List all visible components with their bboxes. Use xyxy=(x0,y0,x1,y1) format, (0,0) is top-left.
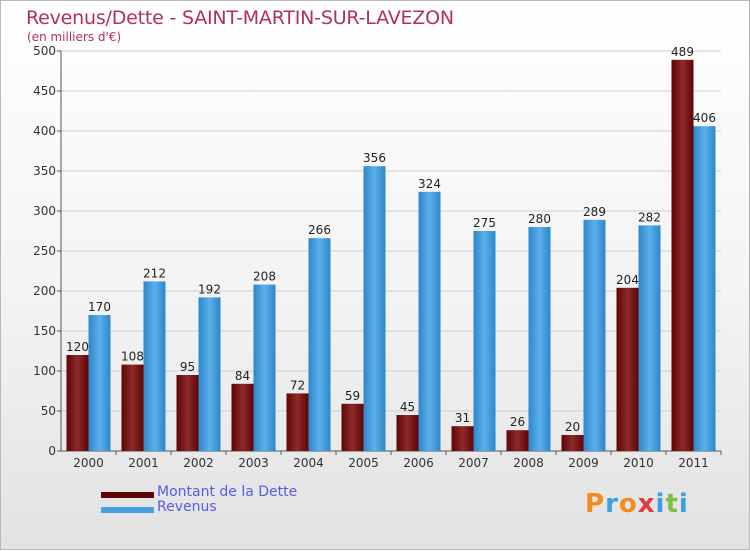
legend-swatch-revenus xyxy=(101,507,154,513)
proxiti-logo: Proxiti xyxy=(585,489,689,519)
bar-debt-2001 xyxy=(121,364,144,451)
logo-letter: P xyxy=(585,489,606,519)
bar-debt-2004 xyxy=(286,393,309,451)
y-tick-label: 350 xyxy=(33,164,56,178)
y-tick-label: 300 xyxy=(33,204,56,218)
bar-debt-2007 xyxy=(451,426,474,451)
logo-letter: o xyxy=(618,489,638,519)
bars-layer xyxy=(66,59,716,452)
chart-title: Revenus/Dette - SAINT-MARTIN-SUR-LAVEZON xyxy=(26,7,454,29)
bar-revenus-2002 xyxy=(198,297,221,451)
logo-letter: r xyxy=(605,489,619,519)
value-label-revenus-2004: 266 xyxy=(308,223,331,237)
value-label-revenus-2008: 280 xyxy=(528,212,551,226)
bar-debt-2002 xyxy=(176,375,199,451)
logo-letter: i xyxy=(655,489,666,519)
bar-revenus-2005 xyxy=(363,166,386,451)
x-tick-label: 2006 xyxy=(403,456,434,470)
value-label-debt-2010: 204 xyxy=(616,273,639,287)
bar-revenus-2010 xyxy=(638,225,661,451)
bar-debt-2009 xyxy=(561,435,584,451)
bar-revenus-2008 xyxy=(528,227,551,451)
y-tick-label: 200 xyxy=(33,284,56,298)
labels-layer: 120 170 108 212 95 192 84 208 72 266 59 356 45 324 31 2… xyxy=(66,45,716,434)
bar-revenus-2003 xyxy=(253,284,276,451)
value-label-debt-2006: 45 xyxy=(400,400,415,414)
bar-revenus-2000 xyxy=(88,315,111,451)
bar-revenus-2007 xyxy=(473,231,496,451)
bar-debt-2003 xyxy=(231,383,254,451)
x-tick-label: 2009 xyxy=(568,456,599,470)
y-tick-label: 150 xyxy=(33,324,56,338)
value-label-debt-2011: 489 xyxy=(671,45,694,59)
x-tick-label: 2004 xyxy=(293,456,324,470)
x-tick-label: 2011 xyxy=(678,456,709,470)
bar-revenus-2009 xyxy=(583,219,606,451)
value-label-revenus-2003: 208 xyxy=(253,270,276,284)
bar-debt-2010 xyxy=(616,287,639,451)
x-tick-label: 2005 xyxy=(348,456,379,470)
value-label-revenus-2000: 170 xyxy=(88,300,111,314)
value-label-revenus-2001: 212 xyxy=(143,266,166,280)
value-label-debt-2002: 95 xyxy=(180,360,195,374)
x-tick-label: 2002 xyxy=(183,456,214,470)
legend-label-debt: Montant de la Dette xyxy=(157,484,298,500)
value-label-debt-2003: 84 xyxy=(235,369,250,383)
x-tick-label: 2000 xyxy=(73,456,104,470)
logo-letter: t xyxy=(665,489,679,519)
bar-revenus-2001 xyxy=(143,281,166,451)
y-tick-label: 450 xyxy=(33,84,56,98)
bar-revenus-2006 xyxy=(418,191,441,452)
chart-subtitle: (en milliers d'€) xyxy=(27,30,122,44)
grid-layer xyxy=(61,50,721,452)
bar-debt-2000 xyxy=(66,355,89,451)
logo-letter: x xyxy=(637,489,656,519)
legend-swatch-debt xyxy=(101,492,154,498)
value-label-debt-2004: 72 xyxy=(290,378,305,392)
x-tick-label: 2001 xyxy=(128,456,159,470)
value-label-revenus-2009: 289 xyxy=(583,205,606,219)
x-tick-label: 2008 xyxy=(513,456,544,470)
value-label-revenus-2006: 324 xyxy=(418,177,441,191)
logo-letter: i xyxy=(678,489,689,519)
y-tick-label: 50 xyxy=(41,404,56,418)
value-label-debt-2001: 108 xyxy=(121,350,144,364)
bar-debt-2011 xyxy=(671,59,694,452)
y-tick-label: 400 xyxy=(33,124,56,138)
y-tick-label: 500 xyxy=(33,44,56,58)
value-label-revenus-2002: 192 xyxy=(198,282,221,296)
value-label-debt-2000: 120 xyxy=(66,340,89,354)
value-label-debt-2009: 20 xyxy=(565,420,580,434)
value-label-revenus-2011: 406 xyxy=(693,111,716,125)
value-label-revenus-2010: 282 xyxy=(638,210,661,224)
value-label-revenus-2005: 356 xyxy=(363,151,386,165)
bar-debt-2008 xyxy=(506,430,529,451)
x-tick-label: 2007 xyxy=(458,456,489,470)
bar-revenus-2011 xyxy=(693,126,716,451)
value-label-debt-2005: 59 xyxy=(345,389,360,403)
legend-label-revenus: Revenus xyxy=(157,499,217,515)
y-tick-label: 0 xyxy=(48,444,56,458)
axis-layer: 0 50 100 150 200 250 300 350 400 450 500 2000 2001 20… xyxy=(33,44,722,470)
bar-revenus-2004 xyxy=(308,238,331,451)
value-label-revenus-2007: 275 xyxy=(473,216,496,230)
x-tick-label: 2010 xyxy=(623,456,654,470)
value-label-debt-2007: 31 xyxy=(455,411,470,425)
y-tick-label: 250 xyxy=(33,244,56,258)
value-label-debt-2008: 26 xyxy=(510,415,525,429)
bar-debt-2005 xyxy=(341,403,364,451)
bar-debt-2006 xyxy=(396,415,419,451)
x-tick-label: 2003 xyxy=(238,456,269,470)
y-tick-label: 100 xyxy=(33,364,56,378)
